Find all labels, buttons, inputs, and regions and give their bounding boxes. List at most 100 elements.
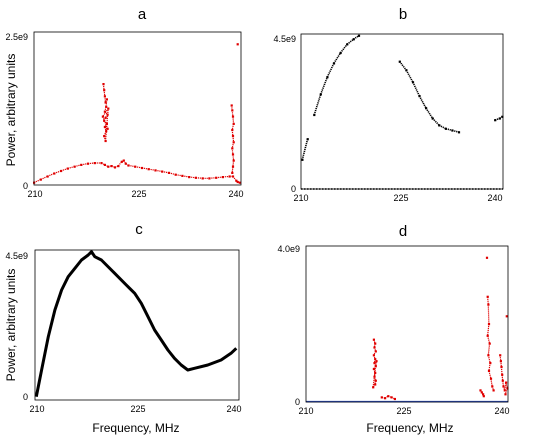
- panel-a-trail-20: [128, 164, 136, 168]
- panel-b-xtick-210: 210: [293, 193, 308, 203]
- panel-a: a 2.5e9 0 210 225 240 Power, arbitrary u…: [4, 6, 244, 199]
- panel-c-series-line: [34, 250, 238, 397]
- panel-d-trail-27: [487, 304, 490, 325]
- panel-c-xtick-240: 240: [226, 404, 241, 414]
- panel-b-trail-4: [319, 76, 329, 95]
- panel-a-trail-41: [103, 90, 106, 97]
- panel-a-trail-58: [231, 105, 233, 111]
- panel-d-xtick-210: 210: [298, 406, 313, 416]
- panel-b-marks: [301, 34, 504, 190]
- panel-a-trail-1: [33, 178, 41, 184]
- panel-b-trail-22: [499, 116, 503, 120]
- panel-d-trail-3: [373, 347, 377, 352]
- panel-b-xtick-240: 240: [487, 193, 502, 203]
- panel-a-trail-59: [231, 110, 234, 117]
- panel-d-trail-41: [502, 380, 504, 387]
- panel-c: c 4.5e9 0 210 225 240 Frequency, MHz Pow…: [4, 221, 242, 435]
- panel-a-trail-40: [102, 83, 105, 91]
- panel-d-trail-14: [372, 361, 377, 388]
- panel-c-title: c: [135, 221, 143, 238]
- panel-a-trail-26: [168, 172, 176, 176]
- panel-b-trail-16: [432, 117, 440, 126]
- panel-d-trail-5: [373, 355, 376, 360]
- panel-d: d 4.0e9 0 210 225 240 Frequency, MHz: [277, 223, 509, 435]
- panel-b-point-3: [319, 93, 322, 96]
- panel-d-trail-10: [373, 372, 376, 377]
- panel-d-trail-2: [373, 343, 376, 348]
- panel-a-trail-29: [189, 176, 196, 179]
- panel-a-point-15: [117, 165, 120, 168]
- panel-d-trail-1: [373, 339, 376, 344]
- panel-a-trail-15: [114, 165, 119, 168]
- panel-c-marks: [34, 250, 238, 397]
- panel-d-point-24: [485, 256, 489, 259]
- panel-a-trail-9: [87, 162, 95, 165]
- panel-a-point-42: [104, 101, 107, 104]
- panel-a-trail-32: [209, 177, 217, 179]
- panel-c-frame: [34, 249, 240, 401]
- panel-b-trail-12: [405, 69, 414, 83]
- panel-a-trail-27: [175, 174, 183, 177]
- panel-a-trail-3: [47, 172, 55, 177]
- panel-b-trail-5: [326, 62, 335, 78]
- panel-b-trail-13: [412, 81, 421, 97]
- panel-b-point-0: [301, 158, 304, 161]
- panel-a-trail-36: [232, 176, 237, 182]
- panel-b-trail-6: [333, 52, 342, 64]
- panel-d-trail-33: [488, 370, 492, 379]
- panel-d-trail-44: [505, 382, 508, 389]
- panel-b-trail-1: [301, 138, 309, 160]
- panel-a-trail-19: [125, 163, 129, 166]
- panel-a-trail-24: [155, 169, 163, 173]
- panel-d-trail-30: [487, 343, 491, 356]
- panel-a-trail-47: [104, 114, 109, 119]
- panel-a-trail-5: [60, 167, 68, 172]
- panel-a-trail-65: [231, 148, 234, 155]
- panel-d-trail-29: [487, 335, 491, 344]
- panel-a-trail-56: [102, 116, 109, 129]
- panel-d-trail-32: [488, 362, 491, 371]
- panel-d-ytick-bottom: 0: [295, 397, 300, 407]
- panel-a-trail-25: [161, 170, 170, 174]
- panel-a-trail-6: [67, 166, 75, 170]
- panel-d-point-35: [492, 389, 495, 392]
- panel-a-trail-45: [104, 106, 107, 112]
- panel-d-trail-12: [374, 380, 377, 385]
- panel-d-trail-23: [482, 393, 485, 397]
- panel-d-ytick-top: 4.0e9: [277, 244, 300, 254]
- panel-a-trail-61: [231, 123, 235, 131]
- panel-d-trail-31: [487, 355, 491, 364]
- panel-a-marks: [33, 43, 241, 184]
- panel-b-frame: [300, 33, 504, 190]
- panel-a-frame: [33, 31, 242, 186]
- panel-a-trail-68: [231, 166, 234, 173]
- panel-d-point-19: [393, 397, 396, 401]
- panel-d-trail-42: [502, 386, 506, 391]
- panel-d-trail-35: [491, 386, 495, 391]
- panel-d-trail-7: [373, 362, 377, 367]
- panel-d-trail-22: [481, 391, 484, 395]
- panel-d-trail-19: [391, 396, 396, 400]
- panel-b-trail-14: [418, 95, 427, 109]
- panel-c-ylabel: Power, arbitrary units: [4, 269, 18, 382]
- panel-a-trail-38: [237, 181, 240, 184]
- panel-a-trail-66: [232, 154, 235, 161]
- panel-d-xlabel: Frequency, MHz: [366, 421, 453, 435]
- panel-d-trail-18: [387, 395, 392, 398]
- panel-c-xtick-225: 225: [130, 404, 145, 414]
- panel-b-trail-19: [452, 129, 460, 133]
- panel-b-trail-9: [353, 35, 360, 40]
- panel-b-point-19: [457, 131, 461, 134]
- panel-b-title: b: [399, 6, 407, 23]
- panel-d-trail-4: [373, 351, 377, 356]
- panel-a-trail-62: [231, 129, 234, 137]
- panel-a-trail-34: [222, 175, 230, 178]
- panel-d-trail-38: [500, 361, 502, 367]
- panel-b-ytick-top: 4.5e9: [273, 34, 296, 44]
- panel-a-ylabel: Power, arbitrary units: [4, 54, 18, 167]
- panel-a-ytick-top: 2.5e9: [5, 32, 28, 42]
- panel-b-point-5: [332, 62, 336, 65]
- panel-a-trail-8: [81, 163, 89, 166]
- panel-b-xtick-225: 225: [393, 193, 408, 203]
